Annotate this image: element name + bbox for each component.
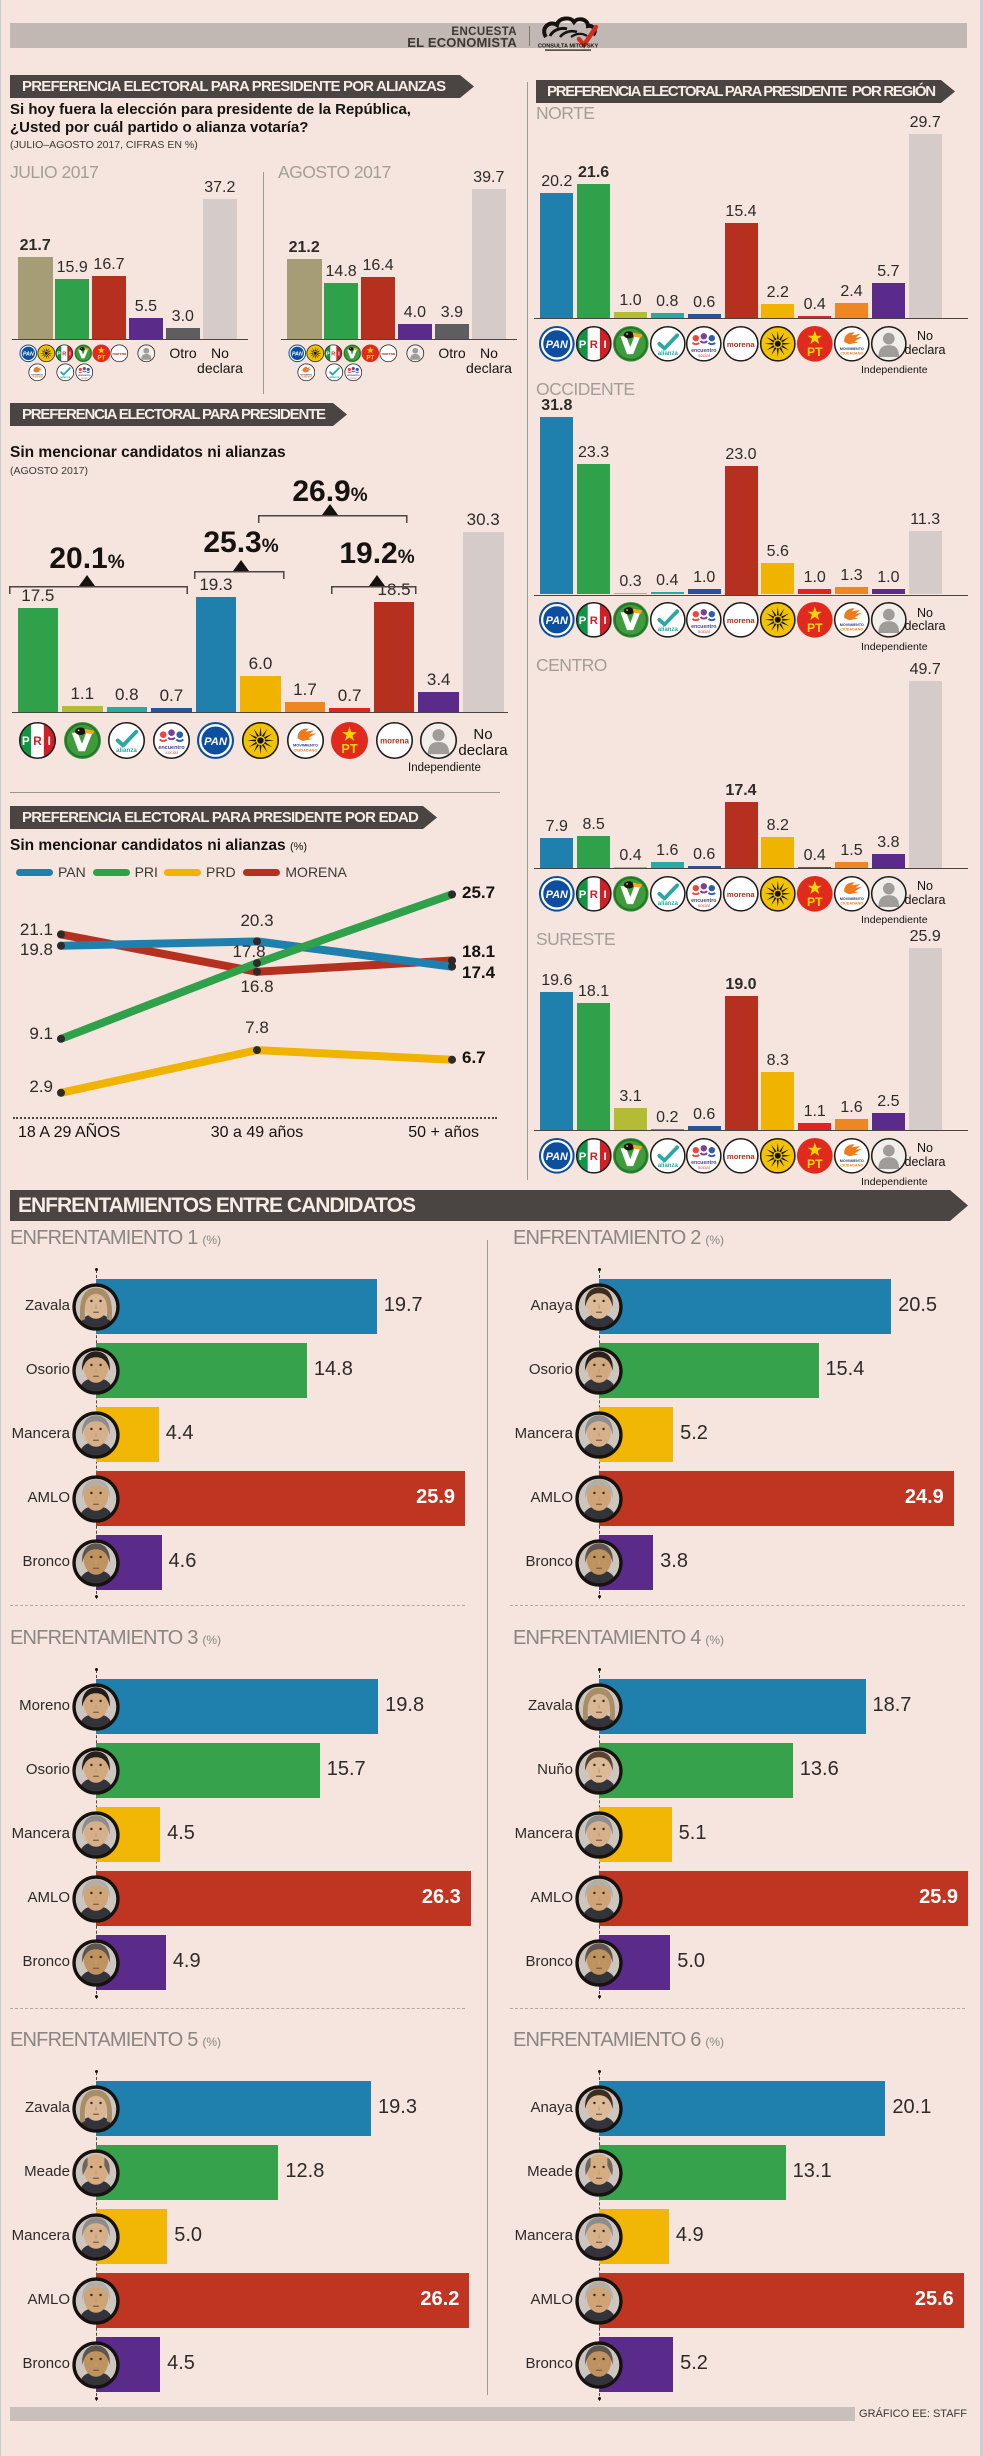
- svg-text:P: P: [22, 734, 30, 747]
- svg-text:encuentro: encuentro: [78, 373, 91, 377]
- svg-text:P: P: [579, 615, 587, 627]
- svg-text:CIUDADANO: CIUDADANO: [840, 628, 863, 632]
- svg-text:CIUDADANO: CIUDADANO: [840, 351, 863, 355]
- svg-text:MOVIMIENTO: MOVIMIENTO: [839, 623, 863, 627]
- svg-text:morena: morena: [727, 889, 755, 898]
- svg-text:PT: PT: [807, 1157, 823, 1171]
- svg-text:P: P: [579, 1151, 587, 1163]
- svg-text:PAN: PAN: [292, 352, 303, 358]
- svg-text:MOVIMIENTO: MOVIMIENTO: [839, 896, 863, 900]
- svg-text:R: R: [590, 889, 598, 901]
- svg-text:social: social: [81, 378, 87, 380]
- svg-text:PT: PT: [97, 356, 105, 362]
- svg-text:encuentro: encuentro: [691, 347, 716, 353]
- svg-text:morena: morena: [382, 352, 397, 356]
- svg-text:encuentro: encuentro: [691, 897, 716, 903]
- svg-text:MOVIMIENTO: MOVIMIENTO: [292, 742, 317, 747]
- svg-text:social: social: [165, 750, 177, 756]
- svg-text:CIUDADANO: CIUDADANO: [293, 747, 317, 752]
- svg-text:MOVIMIENTO: MOVIMIENTO: [839, 346, 863, 350]
- svg-text:morena: morena: [727, 339, 755, 348]
- svg-text:I: I: [48, 734, 51, 747]
- svg-text:social: social: [698, 903, 710, 908]
- svg-text:alianza: alianza: [330, 375, 340, 379]
- svg-text:R: R: [62, 352, 66, 358]
- svg-text:PT: PT: [807, 895, 823, 909]
- svg-text:PAN: PAN: [23, 352, 34, 358]
- svg-text:alianza: alianza: [657, 901, 678, 907]
- svg-text:morena: morena: [727, 1152, 755, 1161]
- svg-text:P: P: [579, 889, 587, 901]
- svg-text:social: social: [698, 629, 710, 634]
- svg-text:PAN: PAN: [204, 735, 228, 747]
- svg-text:I: I: [603, 615, 606, 627]
- svg-text:alianza: alianza: [657, 351, 678, 357]
- svg-text:CIUDADANO: CIUDADANO: [31, 376, 43, 379]
- svg-text:MOVIMIENTO: MOVIMIENTO: [300, 374, 312, 376]
- svg-text:encuentro: encuentro: [347, 373, 360, 377]
- svg-text:I: I: [603, 339, 606, 351]
- svg-text:alianza: alianza: [657, 1163, 678, 1169]
- svg-text:encuentro: encuentro: [158, 744, 185, 750]
- svg-text:CONSULTA MITOFSKY: CONSULTA MITOFSKY: [538, 44, 598, 50]
- svg-text:social: social: [698, 353, 710, 358]
- svg-text:R: R: [331, 352, 335, 358]
- svg-text:morena: morena: [380, 736, 409, 745]
- svg-text:I: I: [603, 889, 606, 901]
- svg-text:R: R: [590, 1151, 598, 1163]
- svg-text:PAN: PAN: [546, 889, 568, 901]
- svg-text:encuentro: encuentro: [691, 624, 716, 630]
- svg-text:PAN: PAN: [546, 1151, 568, 1163]
- svg-text:PT: PT: [342, 742, 358, 756]
- svg-text:social: social: [350, 378, 356, 380]
- svg-text:PT: PT: [807, 621, 823, 635]
- svg-text:I: I: [338, 352, 340, 358]
- svg-text:R: R: [590, 339, 598, 351]
- svg-text:alianza: alianza: [657, 627, 678, 633]
- svg-text:MOVIMIENTO: MOVIMIENTO: [31, 374, 43, 376]
- svg-text:alianza: alianza: [61, 375, 71, 379]
- svg-text:R: R: [590, 615, 598, 627]
- svg-text:P: P: [326, 352, 330, 358]
- svg-text:PAN: PAN: [546, 615, 568, 627]
- svg-text:encuentro: encuentro: [691, 1160, 716, 1166]
- svg-text:social: social: [698, 1165, 710, 1170]
- svg-text:P: P: [57, 352, 61, 358]
- svg-text:I: I: [603, 1151, 606, 1163]
- svg-text:P: P: [579, 339, 587, 351]
- svg-text:CIUDADANO: CIUDADANO: [840, 1164, 863, 1168]
- svg-text:PT: PT: [366, 356, 374, 362]
- svg-text:R: R: [33, 734, 42, 747]
- svg-text:morena: morena: [113, 352, 128, 356]
- svg-text:CIUDADANO: CIUDADANO: [300, 376, 312, 379]
- svg-text:morena: morena: [727, 616, 755, 625]
- svg-text:alianza: alianza: [116, 747, 137, 754]
- svg-text:PAN: PAN: [546, 339, 568, 351]
- svg-text:MOVIMIENTO: MOVIMIENTO: [839, 1159, 863, 1163]
- svg-text:I: I: [69, 352, 71, 358]
- svg-text:CIUDADANO: CIUDADANO: [840, 901, 863, 905]
- svg-text:PT: PT: [807, 345, 823, 359]
